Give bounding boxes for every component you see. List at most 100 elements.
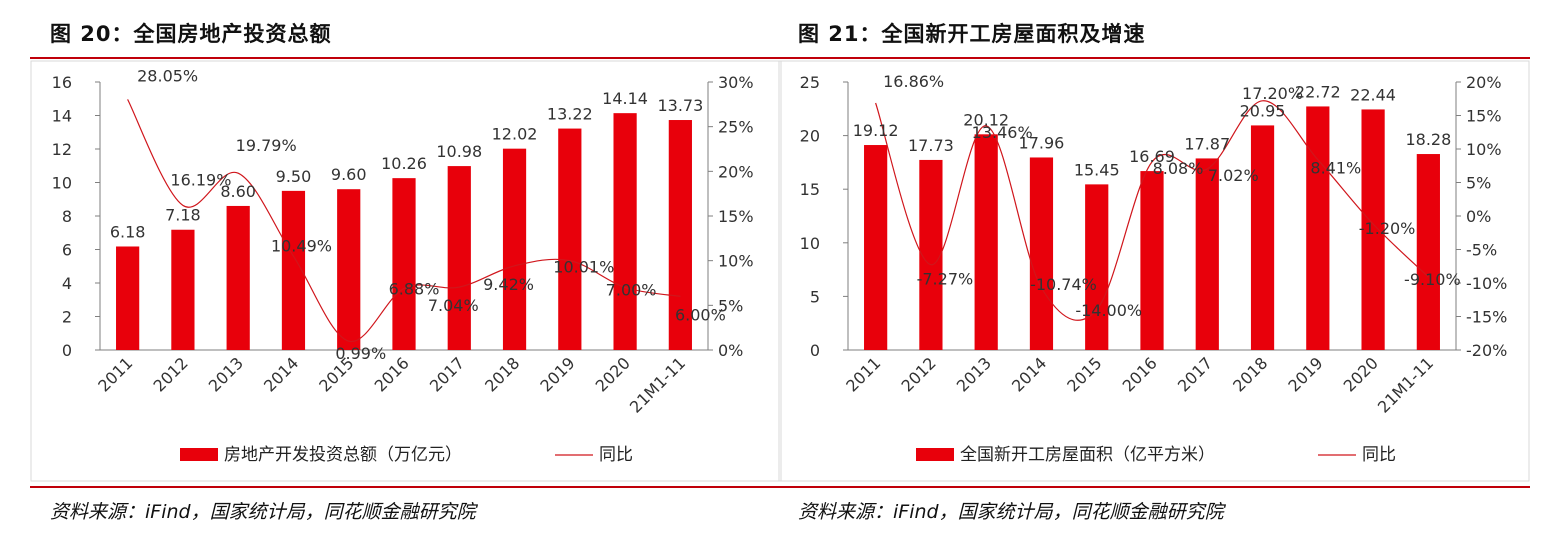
x-tick-label: 2015 bbox=[1063, 353, 1105, 395]
right-tick-label: 25% bbox=[718, 118, 754, 137]
bar bbox=[1416, 154, 1440, 350]
bar-value-label: 8.60 bbox=[220, 182, 256, 201]
new-construction-chart: 0 5 10 15 20 25 -20% -15% -10% -5% 0% 5% 10% 15% 20% 20… bbox=[778, 60, 1530, 482]
right-tick-label: 10% bbox=[1466, 140, 1502, 159]
line-value-label: -14.00% bbox=[1075, 301, 1142, 320]
line-value-label: 7.02% bbox=[1208, 166, 1259, 185]
x-tick-label: 2011 bbox=[94, 353, 136, 395]
figure-title: 图 21：全国新开工房屋面积及增速 bbox=[798, 22, 1146, 46]
line-value-label: -1.20% bbox=[1359, 219, 1416, 238]
bar-value-label: 13.73 bbox=[657, 96, 703, 115]
x-tick-label: 21M1-11 bbox=[1374, 353, 1437, 416]
bar-value-label: 19.12 bbox=[853, 121, 899, 140]
bar-value-label: 6.18 bbox=[110, 222, 146, 241]
bar-value-label: 17.96 bbox=[1019, 133, 1065, 152]
line-value-label: -10.74% bbox=[1030, 275, 1097, 294]
bar-value-label: 12.02 bbox=[492, 125, 538, 144]
title-rule bbox=[30, 57, 782, 59]
bar-value-label: 22.72 bbox=[1295, 82, 1341, 101]
bar bbox=[864, 145, 888, 350]
chart-frame bbox=[778, 60, 1530, 482]
bar bbox=[281, 190, 306, 350]
bar bbox=[1250, 125, 1275, 350]
x-tick-label: 2020 bbox=[592, 353, 634, 395]
title-rule bbox=[778, 57, 1530, 59]
line-value-label: 10.01% bbox=[553, 258, 614, 277]
x-tick-label: 2011 bbox=[842, 353, 884, 395]
x-tick-label: 2013 bbox=[953, 353, 995, 395]
source-note: 资料来源：iFind，国家统计局，同花顺金融研究院 bbox=[798, 501, 1224, 523]
left-tick-label: 12 bbox=[52, 140, 72, 159]
left-tick-label: 8 bbox=[62, 207, 72, 226]
legend-line-label: 同比 bbox=[1362, 445, 1396, 465]
bar bbox=[226, 205, 250, 350]
figure-21-panel: 图 21：全国新开工房屋面积及增速 0 5 10 15 20 25 -20% -15% -10%… bbox=[778, 0, 1530, 540]
bar bbox=[171, 229, 195, 350]
x-tick-label: 2019 bbox=[536, 353, 578, 395]
bar bbox=[558, 128, 582, 350]
legend: 全国新开工房屋面积（亿平方米） 同比 bbox=[916, 445, 1396, 465]
line-value-label: 19.79% bbox=[236, 136, 297, 155]
bar bbox=[1085, 184, 1109, 350]
left-tick-label: 10 bbox=[800, 234, 820, 253]
bar-value-label: 9.60 bbox=[331, 165, 367, 184]
bar bbox=[116, 246, 140, 350]
x-tick-label: 2012 bbox=[898, 353, 940, 395]
x-tick-label: 2014 bbox=[260, 353, 302, 395]
yoy-line bbox=[875, 100, 1429, 321]
right-tick-label: 0% bbox=[1466, 207, 1491, 226]
bar bbox=[1306, 106, 1330, 350]
left-tick-label: 14 bbox=[52, 107, 72, 126]
bar bbox=[502, 148, 527, 350]
right-tick-label: 30% bbox=[718, 73, 754, 92]
left-tick-label: 0 bbox=[62, 341, 72, 360]
line-value-label: 6.88% bbox=[389, 280, 440, 299]
left-tick-label: 5 bbox=[810, 287, 820, 306]
legend-line-label: 同比 bbox=[599, 445, 633, 465]
bar bbox=[974, 134, 998, 350]
bar-value-label: 20.95 bbox=[1240, 101, 1286, 120]
line-value-label: -7.27% bbox=[917, 270, 974, 289]
right-tick-label: -20% bbox=[1466, 341, 1507, 360]
source-note: 资料来源：iFind，国家统计局，同花顺金融研究院 bbox=[50, 501, 476, 523]
left-tick-label: 10 bbox=[52, 174, 72, 193]
left-tick-label: 25 bbox=[800, 73, 820, 92]
figure-title: 图 20：全国房地产投资总额 bbox=[50, 22, 332, 46]
line-value-label: 8.08% bbox=[1153, 159, 1204, 178]
bar bbox=[392, 178, 416, 350]
left-tick-label: 6 bbox=[62, 241, 72, 260]
bar bbox=[1140, 171, 1164, 350]
x-tick-label: 2019 bbox=[1284, 353, 1326, 395]
right-tick-label: 5% bbox=[718, 296, 743, 315]
x-tick-label: 2012 bbox=[150, 353, 192, 395]
right-tick-label: 20% bbox=[1466, 73, 1502, 92]
bar bbox=[447, 166, 471, 350]
bar-value-label: 9.50 bbox=[276, 167, 312, 186]
x-tick-label: 21M1-11 bbox=[626, 353, 689, 416]
legend: 房地产开发投资总额（万亿元） 同比 bbox=[180, 445, 633, 465]
line-value-label: 28.05% bbox=[137, 66, 198, 85]
figure-20-panel: 图 20：全国房地产投资总额 0 2 4 6 8 10 12 14 16 0% 5% 10% 15% 20… bbox=[30, 0, 782, 540]
right-tick-label: 15% bbox=[1466, 107, 1502, 126]
bar-value-label: 14.14 bbox=[602, 89, 648, 108]
left-tick-label: 20 bbox=[800, 127, 820, 146]
left-tick-label: 4 bbox=[62, 274, 72, 293]
x-tick-label: 2016 bbox=[1119, 353, 1161, 395]
line-value-label: -9.10% bbox=[1404, 270, 1461, 289]
bar bbox=[668, 120, 692, 351]
left-tick-label: 2 bbox=[62, 308, 72, 327]
bar bbox=[919, 159, 943, 350]
bar-value-label: 20.12 bbox=[963, 110, 1009, 129]
bar-value-label: 16.69 bbox=[1129, 147, 1175, 166]
bar-value-label: 10.98 bbox=[436, 142, 482, 161]
bar-value-label: 22.44 bbox=[1350, 85, 1396, 104]
right-tick-label: 20% bbox=[718, 162, 754, 181]
x-tick-label: 2020 bbox=[1340, 353, 1382, 395]
right-tick-label: 10% bbox=[718, 252, 754, 271]
left-tick-label: 0 bbox=[810, 341, 820, 360]
source-rule bbox=[30, 486, 782, 488]
line-value-label: 10.49% bbox=[271, 236, 332, 255]
x-tick-label: 2017 bbox=[426, 353, 468, 395]
x-tick-label: 2018 bbox=[1229, 353, 1271, 395]
line-value-label: 7.00% bbox=[606, 280, 657, 299]
